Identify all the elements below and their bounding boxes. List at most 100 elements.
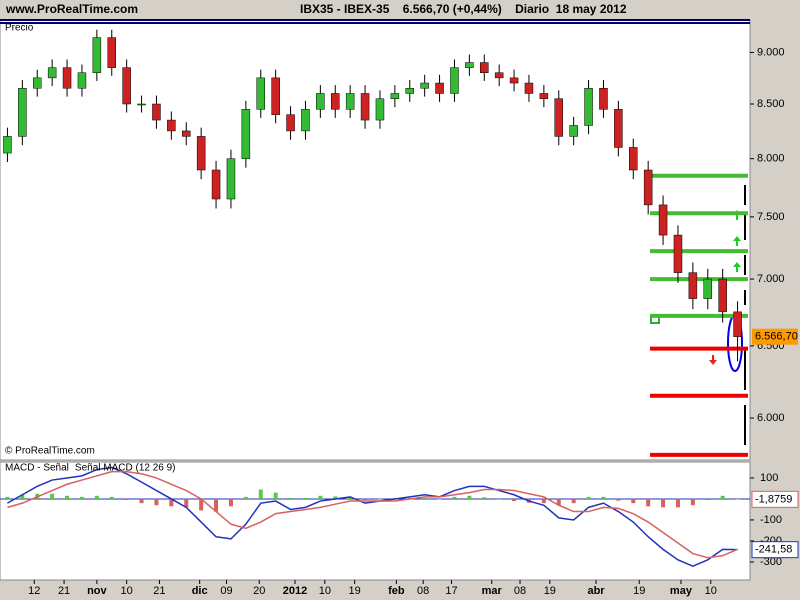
last-value-label: -1,8759 xyxy=(755,493,792,505)
x-tick-label: 19 xyxy=(349,585,361,597)
histogram-bar xyxy=(139,498,144,504)
candle-body xyxy=(256,77,266,110)
candle-body xyxy=(271,77,280,115)
y-tick-label: 7.000 xyxy=(757,273,785,285)
candle-body xyxy=(3,136,12,154)
histogram-bar xyxy=(705,498,710,501)
histogram-bar xyxy=(422,497,427,499)
histogram-bar xyxy=(228,498,233,507)
candle-body xyxy=(673,234,683,273)
candle-body xyxy=(614,109,623,148)
histogram-bar xyxy=(258,489,263,499)
histogram-bar xyxy=(109,496,114,499)
candle-body xyxy=(465,62,474,68)
x-tick-label: feb xyxy=(388,585,405,597)
credit: © ProRealTime.com xyxy=(5,446,95,457)
histogram-bar xyxy=(169,498,174,507)
candle-body xyxy=(77,72,87,89)
candle-body xyxy=(435,82,444,94)
y-tick-label: 7.500 xyxy=(757,211,785,223)
candle-body xyxy=(584,87,593,126)
candle-body xyxy=(375,98,385,121)
candle-body xyxy=(18,87,27,137)
x-tick-label: 19 xyxy=(633,585,645,597)
last-value-box xyxy=(752,328,798,345)
histogram-bar xyxy=(720,495,725,499)
x-tick-label: 21 xyxy=(58,585,70,597)
histogram-bar xyxy=(631,498,636,504)
histogram-bar xyxy=(377,498,382,500)
histogram-bar xyxy=(303,497,308,499)
histogram-bar xyxy=(541,498,546,504)
macd-line xyxy=(7,470,738,559)
y-tick-label: 9.000 xyxy=(757,46,785,58)
candle-body xyxy=(241,109,251,159)
y-tick-label: 8.000 xyxy=(757,153,785,165)
x-tick-label: 10 xyxy=(705,585,717,597)
candle-body xyxy=(539,93,549,99)
candle-body xyxy=(331,93,340,110)
histogram-bar xyxy=(94,495,99,499)
candle-body xyxy=(480,62,489,73)
x-tick-label: 20 xyxy=(253,585,265,597)
y-tick-label: 8.500 xyxy=(757,98,785,110)
histogram-bar xyxy=(586,496,591,499)
candle-body xyxy=(733,311,742,337)
up-arrow xyxy=(733,236,741,246)
x-tick-label: 21 xyxy=(153,585,165,597)
last-value-box xyxy=(751,490,799,508)
candle-body xyxy=(688,272,698,299)
x-tick-label: 10 xyxy=(319,585,331,597)
candle-body xyxy=(569,125,578,137)
candle-body xyxy=(524,82,534,94)
candle-body xyxy=(316,93,325,110)
histogram-bar xyxy=(273,492,278,499)
histogram-bar xyxy=(243,496,248,499)
y-tick-label: 100 xyxy=(760,472,778,484)
histogram-bar xyxy=(661,498,666,508)
candle-body xyxy=(703,278,713,299)
candle-body xyxy=(509,77,519,84)
candle-body xyxy=(92,37,102,73)
x-tick-label: 19 xyxy=(544,585,556,597)
x-tick-label: dic xyxy=(192,585,208,597)
histogram-bar xyxy=(20,494,25,499)
x-tick-label: 08 xyxy=(514,585,526,597)
candle-body xyxy=(122,67,131,105)
up-arrow xyxy=(733,262,741,272)
y-tick-label: 6.000 xyxy=(757,412,785,424)
last-value-label: 6.566,70 xyxy=(755,331,798,343)
x-tick-label: may xyxy=(670,585,693,597)
histogram-bar xyxy=(646,498,651,507)
x-tick-label: abr xyxy=(587,585,605,597)
candle-body xyxy=(137,103,146,106)
histogram-bar xyxy=(348,496,353,499)
last-value-label: -241,58 xyxy=(755,544,792,556)
candle-body xyxy=(718,278,727,313)
candle-body xyxy=(62,67,72,89)
x-tick-label: 17 xyxy=(445,585,457,597)
histogram-bar xyxy=(690,498,695,506)
x-tick-label: nov xyxy=(87,585,107,597)
histogram-bar xyxy=(735,498,740,500)
histogram-bar xyxy=(363,498,368,501)
legend-entry: Señal MACD (12 26 9) xyxy=(75,463,176,474)
candle-body xyxy=(286,114,295,132)
candle-body xyxy=(599,87,608,110)
histogram-bar xyxy=(467,495,472,499)
candle-body xyxy=(390,93,400,99)
histogram-bar xyxy=(333,496,338,499)
candle-body xyxy=(629,147,638,171)
y-tick-label: -100 xyxy=(760,514,782,526)
legend-entry: MACD - Señal xyxy=(5,463,69,474)
panel-label: Precio xyxy=(5,23,34,34)
histogram-bar xyxy=(512,498,517,502)
candle-body xyxy=(643,169,653,206)
histogram-bar xyxy=(318,495,323,499)
histogram-bar xyxy=(482,497,487,499)
histogram-bar xyxy=(5,496,10,499)
histogram-bar xyxy=(556,498,561,506)
candle-body xyxy=(360,93,370,121)
